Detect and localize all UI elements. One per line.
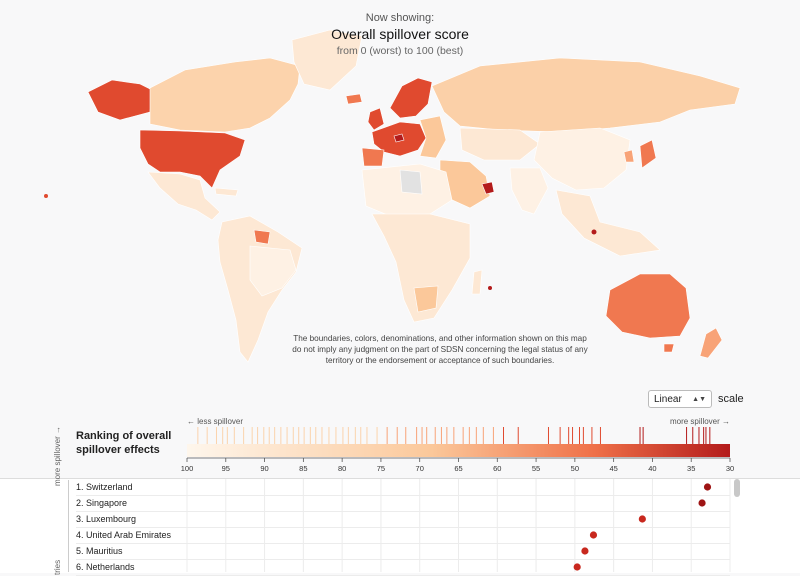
map-region-sub-saharan-africa[interactable]: [371, 213, 471, 323]
ranking-strip[interactable]: 100 95 90 85 80 75 70 65 60 55 50 45 40 35 30: [0, 0, 800, 478]
ranking-strip-ticks: [197, 427, 711, 444]
ranking-axis: 100 95 90 85 80 75 70 65 60 55 50 45 40 35 30: [181, 458, 734, 473]
scale-select-value: Linear: [654, 393, 682, 405]
indicator-subtitle: from 0 (worst) to 100 (best): [336, 45, 464, 57]
ranking-row-divider: [76, 495, 730, 496]
map-region-east-asia[interactable]: [533, 127, 631, 191]
map-region-russia[interactable]: [431, 57, 741, 133]
ranking-row-divider: [76, 543, 730, 544]
map-region-usa[interactable]: [139, 129, 246, 189]
more-spillover-label: more spillover →: [669, 417, 730, 426]
axis-tick-label-35: 35: [687, 464, 695, 473]
map-region-southeast-asia[interactable]: [555, 189, 661, 257]
map-region-caribbean[interactable]: [214, 187, 239, 197]
map-disclaimer: The boundaries, colors, denominations, a…: [292, 334, 588, 365]
axis-tick-label-100: 100: [181, 464, 194, 473]
axis-tick-label-75: 75: [377, 464, 385, 473]
side-label-countries: tries: [53, 559, 62, 575]
map-region-uk[interactable]: [367, 107, 385, 131]
map-region-central-asia[interactable]: [459, 127, 541, 161]
map-region-eastern-europe[interactable]: [419, 115, 447, 159]
chevron-updown-icon: ▲▼: [692, 395, 706, 403]
axis-tick-label-55: 55: [532, 464, 540, 473]
ranking-list[interactable]: [0, 478, 800, 573]
map-region-mauritius[interactable]: [488, 286, 492, 290]
map-region-no-data-africa[interactable]: [399, 169, 423, 195]
axis-tick-label-60: 60: [493, 464, 501, 473]
scale-control: Linear ▲▼ scale: [648, 390, 744, 408]
map-region-canada[interactable]: [149, 57, 301, 133]
map-region-southern-africa[interactable]: [413, 285, 439, 313]
ranking-row-label[interactable]: 1. Switzerland: [76, 482, 133, 492]
map-region-mexico[interactable]: [147, 171, 221, 221]
ranking-gradient-bar: [187, 444, 730, 457]
map-region-brazil[interactable]: [249, 245, 297, 297]
ranking-row-label[interactable]: 6. Netherlands: [76, 562, 135, 572]
map-region-japan[interactable]: [639, 139, 657, 169]
axis-tick-label-90: 90: [260, 464, 268, 473]
ranking-row-label[interactable]: 3. Luxembourg: [76, 514, 137, 524]
axis-tick-label-50: 50: [571, 464, 579, 473]
side-label-more-spillover: more spillover →: [53, 425, 62, 486]
map-region-new-zealand[interactable]: [699, 327, 723, 359]
list-scrollbar[interactable]: [734, 479, 740, 497]
axis-tick-label-65: 65: [454, 464, 462, 473]
indicator-title: Overall spillover score: [331, 26, 469, 42]
now-showing-label: Now showing:: [365, 12, 435, 24]
map-region-guianas[interactable]: [253, 229, 271, 245]
axis-tick-label-80: 80: [338, 464, 346, 473]
axis-tick-label-85: 85: [299, 464, 307, 473]
map-region-india[interactable]: [509, 167, 549, 215]
map-region-madagascar[interactable]: [471, 269, 483, 295]
map-region-korea[interactable]: [623, 149, 635, 163]
map-region-greenland[interactable]: [291, 29, 363, 91]
list-side-divider: [68, 480, 69, 572]
ranking-row-divider: [76, 527, 730, 528]
map-header: Now showing: Overall spillover score fro…: [0, 12, 800, 57]
axis-tick-label-40: 40: [648, 464, 656, 473]
axis-tick-label-45: 45: [609, 464, 617, 473]
map-region-switzerland[interactable]: [393, 133, 405, 143]
map-region-hawaii[interactable]: [44, 194, 48, 198]
axis-tick-label-95: 95: [222, 464, 230, 473]
map-region-iberia[interactable]: [361, 147, 385, 167]
ranking-row-divider: [76, 559, 730, 560]
world-map[interactable]: [0, 0, 800, 390]
less-spillover-label: ← less spillover: [187, 417, 244, 426]
map-region-iceland[interactable]: [345, 93, 363, 105]
scale-select[interactable]: Linear ▲▼: [648, 390, 712, 408]
ranking-row-label[interactable]: 4. United Arab Emirates: [76, 530, 172, 540]
map-region-australia[interactable]: [605, 273, 691, 339]
axis-tick-label-70: 70: [416, 464, 424, 473]
ranking-row-label[interactable]: 5. Mauritius: [76, 546, 123, 556]
ranking-row-label[interactable]: 2. Singapore: [76, 498, 128, 508]
map-region-tasmania[interactable]: [663, 343, 675, 353]
scale-label: scale: [718, 393, 744, 405]
map-region-singapore[interactable]: [591, 229, 597, 235]
ranking-title-line1: Ranking of overall: [76, 430, 172, 442]
map-region-uae[interactable]: [481, 181, 495, 195]
map-region-scandinavia[interactable]: [389, 77, 433, 119]
axis-tick-label-30: 30: [726, 464, 734, 473]
ranking-row-divider: [76, 511, 730, 512]
ranking-title: Ranking of overall spillover effects: [76, 429, 171, 457]
ranking-title-line2: spillover effects: [76, 444, 160, 456]
